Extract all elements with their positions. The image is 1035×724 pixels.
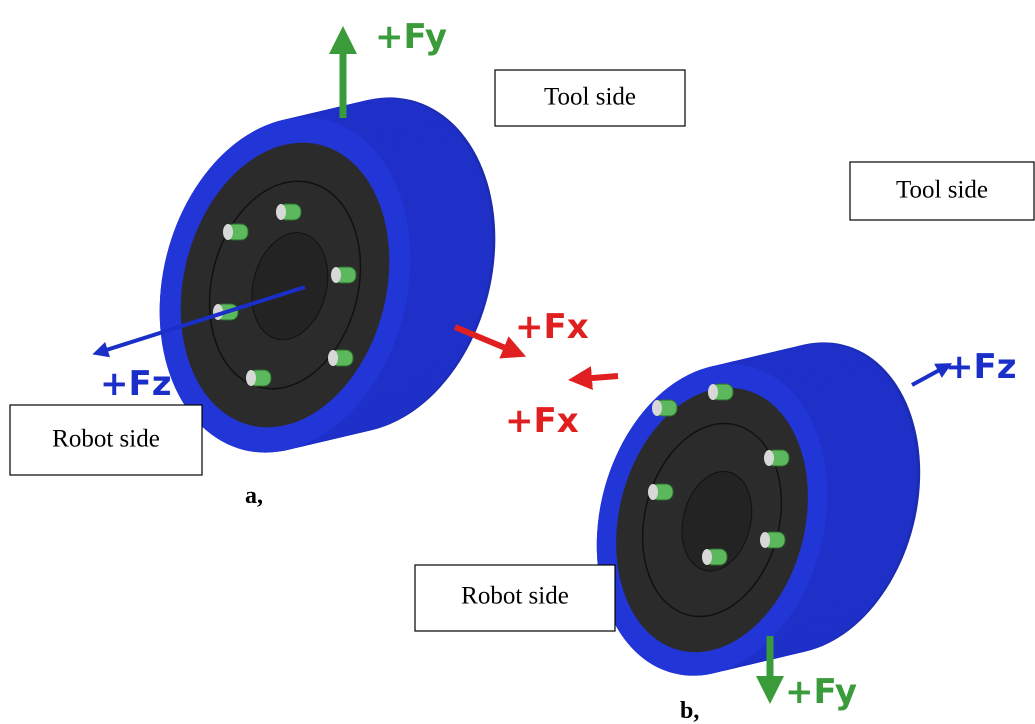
pin-cap	[702, 549, 712, 565]
axis-label: +Fz	[100, 364, 172, 404]
axis-label: +Fy	[785, 672, 857, 712]
box-label: Robot side	[52, 426, 160, 453]
pin-cap	[246, 370, 256, 386]
pin-cap	[331, 267, 341, 283]
diagram: +Fy +Fx +Fz +Fx +Fz +Fy Tool side Robot …	[0, 0, 1035, 724]
box-label: Tool side	[544, 84, 636, 111]
fx-arrow	[580, 376, 618, 379]
box-label: Robot side	[461, 583, 569, 610]
pin-cap	[276, 204, 286, 220]
pin-cap	[764, 450, 774, 466]
pin-cap	[223, 224, 233, 240]
caption: b,	[680, 698, 699, 724]
caption: a,	[245, 483, 263, 509]
box-label: Tool side	[896, 177, 988, 204]
pin-cap	[328, 350, 338, 366]
pin-cap	[708, 384, 718, 400]
axis-label: +Fx	[515, 307, 589, 347]
pin-cap	[760, 532, 770, 548]
axis-label: +Fx	[505, 401, 579, 441]
pin-cap	[648, 484, 658, 500]
axis-label: +Fy	[375, 17, 447, 57]
fz-arrow	[912, 367, 945, 385]
axis-label: +Fz	[945, 347, 1017, 387]
pin-cap	[652, 400, 662, 416]
